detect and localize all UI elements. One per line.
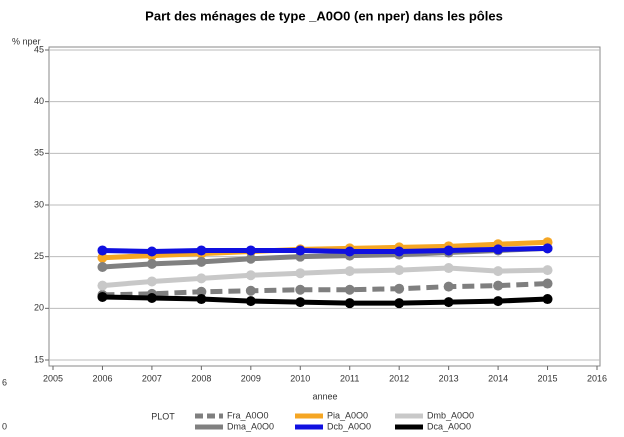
series-marker <box>196 245 207 256</box>
series-marker <box>493 280 504 291</box>
legend-title: PLOT <box>151 411 175 421</box>
series-marker <box>344 246 355 257</box>
series-marker <box>443 245 454 256</box>
series-marker <box>245 253 256 264</box>
clipped-text: 0 <box>2 421 7 431</box>
series-marker <box>344 298 355 309</box>
series-marker <box>146 258 157 269</box>
series-marker <box>196 294 207 305</box>
y-tick-label: 45 <box>34 44 44 54</box>
series-marker <box>97 262 108 272</box>
y-tick-label: 35 <box>34 148 44 158</box>
legend-label: Dcb_A0O0 <box>327 421 371 431</box>
legend-label: Fra_A0O0 <box>227 410 269 420</box>
series-marker <box>97 291 108 302</box>
plot-frame <box>48 46 601 367</box>
series-line <box>102 245 548 255</box>
series-marker <box>542 265 553 276</box>
x-tick-label: 2015 <box>538 373 558 383</box>
y-tick-label: 25 <box>34 251 44 261</box>
legend-label: Dmb_A0O0 <box>427 410 474 420</box>
series-marker <box>394 246 405 257</box>
chart-title: Part des ménages de type _A0O0 (en nper)… <box>145 8 503 23</box>
x-axis-label: annee <box>312 391 337 401</box>
series-marker <box>443 281 454 292</box>
series-marker <box>493 266 504 277</box>
y-axis-label: % nper <box>12 36 41 46</box>
series-marker <box>295 297 306 308</box>
series-marker <box>344 266 355 277</box>
series-marker <box>295 284 306 295</box>
series-marker <box>146 246 157 257</box>
x-tick-label: 2009 <box>241 373 261 383</box>
y-tick-label: 30 <box>34 199 44 209</box>
series-marker <box>245 296 256 307</box>
x-tick-label: 2013 <box>439 373 459 383</box>
series-marker <box>542 294 553 305</box>
series-marker <box>493 296 504 307</box>
series-line <box>102 294 548 306</box>
series-line <box>102 281 548 298</box>
x-tick-label: 2012 <box>389 373 409 383</box>
series-marker <box>344 284 355 295</box>
series-marker <box>443 297 454 308</box>
series-marker <box>542 243 553 254</box>
series-marker <box>97 280 108 291</box>
clipped-text: 6 <box>2 377 7 387</box>
series-marker <box>196 256 207 267</box>
series-marker <box>97 245 108 256</box>
series-line <box>102 265 548 289</box>
x-tick-label: 2014 <box>488 373 508 383</box>
x-tick-label: 2006 <box>92 373 112 383</box>
series-marker <box>542 278 553 289</box>
series-marker <box>146 293 157 303</box>
x-tick-label: 2007 <box>142 373 162 383</box>
x-tick-label: 2016 <box>587 373 607 383</box>
x-tick-label: 2008 <box>191 373 211 383</box>
y-tick-label: 20 <box>34 303 44 313</box>
series-marker <box>245 285 256 296</box>
series-marker <box>443 263 454 274</box>
series-marker <box>245 245 256 256</box>
x-tick-label: 2005 <box>43 373 63 383</box>
series-marker <box>394 298 405 309</box>
series-marker <box>97 252 108 263</box>
series-marker <box>493 244 504 255</box>
series-marker <box>245 270 256 281</box>
series-marker <box>295 268 306 279</box>
legend-label: Dca_A0O0 <box>427 421 471 431</box>
legend-label: Pia_A0O0 <box>327 410 368 420</box>
series-marker <box>196 273 207 284</box>
series-marker <box>196 286 207 297</box>
x-tick-label: 2010 <box>290 373 310 383</box>
y-tick-label: 40 <box>34 96 44 106</box>
series-marker <box>394 283 405 294</box>
series-marker <box>295 245 306 256</box>
x-tick-label: 2011 <box>340 373 359 383</box>
legend-label: Dma_A0O0 <box>227 421 274 431</box>
y-tick-label: 15 <box>34 354 44 364</box>
series-marker <box>146 276 157 287</box>
series-marker <box>394 265 405 276</box>
